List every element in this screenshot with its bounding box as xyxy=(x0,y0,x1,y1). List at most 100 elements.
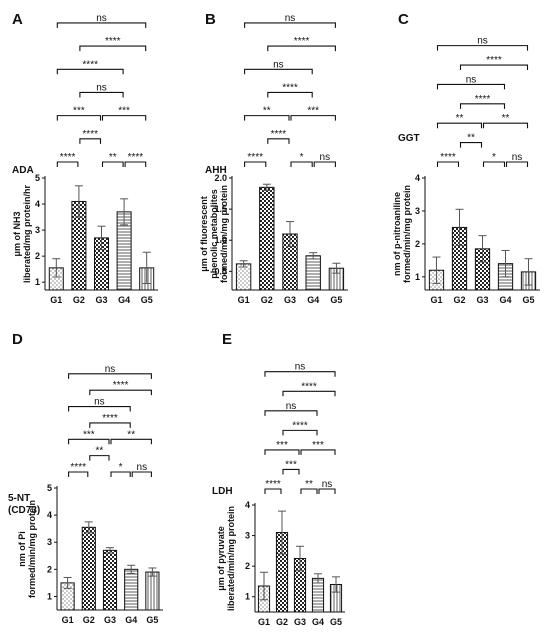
significance-label: **** xyxy=(294,36,310,47)
significance-label: **** xyxy=(475,94,491,105)
significance-bracket xyxy=(267,138,290,144)
y-axis-label-line: μm of fluorescent xyxy=(199,196,209,272)
significance-bracket xyxy=(101,115,147,121)
significance-label: ns xyxy=(94,397,105,408)
significance-label: *** xyxy=(276,440,288,451)
significance-bracket xyxy=(282,468,300,475)
significance-label: **** xyxy=(105,36,121,47)
significance-label: **** xyxy=(70,462,86,473)
significance-label: **** xyxy=(271,129,287,140)
significance-bracket xyxy=(482,161,506,167)
significance-bracket xyxy=(68,471,89,477)
x-tick-label: G1 xyxy=(430,295,442,305)
x-tick-label: G2 xyxy=(453,295,465,305)
significance-label: *** xyxy=(83,429,95,440)
y-axis-label-line: μm of pyruvate xyxy=(216,526,226,591)
significance-label: ns xyxy=(512,152,523,163)
significance-bracket xyxy=(131,471,152,477)
x-tick-label: G3 xyxy=(294,617,306,627)
significance-bracket xyxy=(459,64,529,71)
panel-title: LDH xyxy=(212,486,233,497)
y-tick-label: 2 xyxy=(415,239,420,249)
significance-label: *** xyxy=(285,459,297,470)
x-tick-label: G2 xyxy=(276,617,288,627)
x-tick-label: G4 xyxy=(307,295,319,305)
y-tick-label: 3 xyxy=(47,537,52,547)
y-tick-label: 5 xyxy=(35,173,40,183)
x-tick-label: G4 xyxy=(499,295,511,305)
y-tick-label: 3 xyxy=(35,225,40,235)
y-axis-label-line: nm of p-nitroaniline xyxy=(392,192,402,276)
panel-title: ADA xyxy=(12,165,34,176)
x-tick-label: G5 xyxy=(330,295,342,305)
y-axis-label: μm of fluorescentphenolic metabolitesfor… xyxy=(199,185,229,283)
significance-label: ** xyxy=(263,106,271,117)
panel-letter-e: E xyxy=(222,331,232,348)
bar xyxy=(81,526,96,611)
y-axis-label: nm of Piformed/min/mg protein xyxy=(17,500,37,598)
x-tick-label: G1 xyxy=(238,295,250,305)
y-tick-label: 4 xyxy=(35,199,40,209)
significance-bracket xyxy=(459,103,506,109)
x-tick-label: G4 xyxy=(125,615,137,625)
x-tick-label: G3 xyxy=(95,295,107,305)
panel-letter-d: D xyxy=(12,331,23,348)
panel-b-chart: 0.51.01.52.0G1 G2 G3 G4 G5**** * ns***********… xyxy=(199,13,348,305)
y-tick-label: 2.0 xyxy=(214,173,227,183)
x-tick-label: G1 xyxy=(62,615,74,625)
significance-bracket xyxy=(244,68,313,75)
significance-bracket xyxy=(110,471,131,477)
significance-label: **** xyxy=(247,152,263,163)
significance-bracket xyxy=(436,161,460,167)
y-tick-label: 4 xyxy=(47,510,52,520)
significance-label: ns xyxy=(96,13,107,24)
significance-label: **** xyxy=(440,152,456,163)
significance-label: ns xyxy=(477,36,488,47)
significance-label: **** xyxy=(265,479,281,490)
panel-title: GGT xyxy=(398,133,420,144)
panel-letter-b: B xyxy=(205,11,216,28)
significance-bracket xyxy=(264,371,336,377)
significance-bracket xyxy=(459,142,483,148)
significance-bracket xyxy=(290,161,313,167)
significance-label: **** xyxy=(60,152,76,163)
y-axis-label-line: phenolic metabolites xyxy=(209,189,219,279)
significance-label: **** xyxy=(292,420,308,431)
significance-label: *** xyxy=(307,106,319,117)
significance-bracket xyxy=(282,429,318,436)
significance-bracket xyxy=(89,422,131,428)
significance-label: **** xyxy=(113,380,129,391)
significance-label: **** xyxy=(102,413,118,424)
y-tick-label: 1 xyxy=(415,272,420,282)
significance-label: ** xyxy=(109,152,117,163)
significance-label: **** xyxy=(486,55,502,66)
significance-label: ** xyxy=(127,429,135,440)
significance-bracket xyxy=(264,488,282,494)
panel-title: AHH xyxy=(205,165,227,176)
y-tick-label: 1 xyxy=(47,591,52,601)
significance-label: ns xyxy=(273,59,284,70)
significance-label: **** xyxy=(82,59,98,70)
x-tick-label: G4 xyxy=(312,617,324,627)
x-tick-label: G5 xyxy=(141,295,153,305)
significance-bracket xyxy=(264,410,318,416)
significance-label: ns xyxy=(137,462,148,473)
x-tick-label: G1 xyxy=(258,617,270,627)
bar xyxy=(145,571,160,611)
significance-label: ns xyxy=(466,74,477,85)
significance-label: * xyxy=(119,462,123,473)
significance-bracket xyxy=(244,161,267,167)
significance-bracket xyxy=(79,138,102,144)
significance-label: ns xyxy=(96,82,107,93)
significance-bracket xyxy=(56,115,102,121)
x-tick-label: G5 xyxy=(522,295,534,305)
panel-title: 5-NT xyxy=(8,493,30,504)
y-tick-label: 5 xyxy=(47,483,52,493)
significance-label: ns xyxy=(295,362,306,373)
x-tick-label: G3 xyxy=(284,295,296,305)
significance-bracket xyxy=(300,488,318,494)
bar xyxy=(124,568,139,611)
significance-bracket xyxy=(436,45,529,51)
